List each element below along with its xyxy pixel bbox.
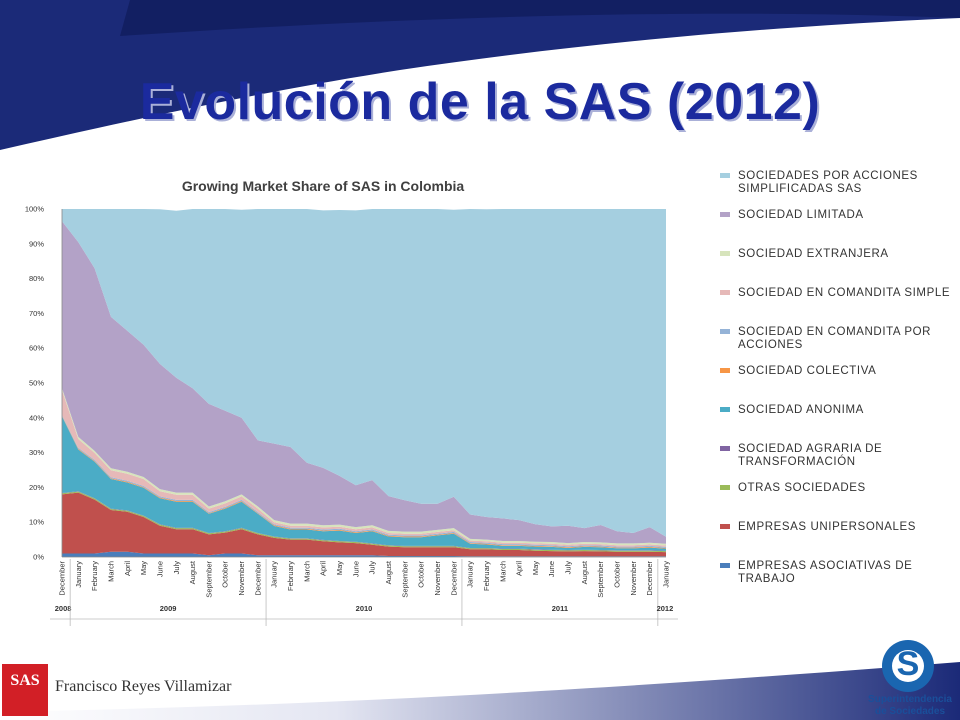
legend-swatch xyxy=(720,212,730,217)
x-tick-label: December xyxy=(645,561,654,596)
chart-area: Growing Market Share of SAS in Colombia 0… xyxy=(8,168,680,626)
logo-line-1: Superintendencia xyxy=(868,694,952,705)
area-series-9 xyxy=(62,221,666,544)
x-tick-label: October xyxy=(417,561,426,588)
x-tick-label: December xyxy=(58,561,67,596)
y-tick-label: 30% xyxy=(29,448,44,457)
legend-swatch xyxy=(720,368,730,373)
y-tick-label: 0% xyxy=(33,553,44,562)
x-tick-label: March xyxy=(498,561,507,582)
x-tick-label: December xyxy=(253,561,262,596)
y-tick-label: 70% xyxy=(29,309,44,318)
legend-swatch xyxy=(720,329,730,334)
x-tick-label: December xyxy=(449,561,458,596)
y-tick-label: 40% xyxy=(29,413,44,422)
legend-label: OTRAS SOCIEDADES xyxy=(738,482,866,494)
x-tick-label: February xyxy=(482,561,491,591)
legend-label: SOCIEDADES POR ACCIONES SIMPLIFICADAS SA… xyxy=(738,170,918,195)
x-tick-label: June xyxy=(351,561,360,577)
legend-swatch xyxy=(720,290,730,295)
chart-title: Growing Market Share of SAS in Colombia xyxy=(182,178,465,194)
legend-swatch xyxy=(720,173,730,178)
x-tick-label: February xyxy=(90,561,99,591)
year-label: 2008 xyxy=(55,604,72,613)
x-tick-label: January xyxy=(270,561,279,588)
x-tick-label: August xyxy=(384,560,393,584)
legend-swatch xyxy=(720,251,730,256)
area-series-0 xyxy=(62,551,666,557)
logo-line-2: de Sociedades xyxy=(874,706,946,717)
x-tick-label: October xyxy=(221,561,230,588)
x-tick-label: March xyxy=(302,561,311,582)
y-tick-label: 80% xyxy=(29,274,44,283)
x-tick-label: January xyxy=(662,561,671,588)
legend-swatch xyxy=(720,485,730,490)
x-tick-label: April xyxy=(515,561,524,576)
slide-title: Evolución de la SAS (2012) xyxy=(139,73,821,131)
y-tick-label: 50% xyxy=(29,379,44,388)
x-tick-label: March xyxy=(107,561,116,582)
x-tick-label: November xyxy=(629,561,638,596)
x-tick-label: November xyxy=(433,561,442,596)
year-label: 2009 xyxy=(160,604,177,613)
y-tick-label: 20% xyxy=(29,483,44,492)
x-tick-label: September xyxy=(596,560,605,597)
legend-label: SOCIEDAD EN COMANDITA POR ACCIONES xyxy=(738,326,932,351)
x-tick-label: July xyxy=(172,561,181,575)
legend-label: EMPRESAS UNIPERSONALES xyxy=(738,521,917,533)
x-tick-label: August xyxy=(188,560,197,584)
market-share-chart: Growing Market Share of SAS in Colombia 0… xyxy=(25,178,678,626)
y-tick-label: 100% xyxy=(25,205,45,214)
x-tick-label: January xyxy=(466,561,475,588)
superintendencia-logo: S Superintendencia de Sociedades xyxy=(860,632,960,720)
y-tick-label: 10% xyxy=(29,518,44,527)
y-tick-label: 90% xyxy=(29,239,44,248)
x-tick-label: January xyxy=(74,561,83,588)
legend-swatch xyxy=(720,524,730,529)
area-series-7 xyxy=(62,390,666,547)
logo-s-icon: S xyxy=(896,645,920,683)
y-tick-label: 60% xyxy=(29,344,44,353)
x-tick-label: November xyxy=(237,561,246,596)
x-tick-label: May xyxy=(531,561,540,575)
area-series-1 xyxy=(62,492,666,557)
x-tick-label: June xyxy=(547,561,556,577)
legend-label: EMPRESAS ASOCIATIVAS DE TRABAJO xyxy=(738,560,913,585)
x-tick-label: October xyxy=(613,561,622,588)
x-tick-label: April xyxy=(123,561,132,576)
x-tick-label: February xyxy=(286,561,295,591)
legend-label: SOCIEDAD COLECTIVA xyxy=(738,365,877,377)
x-tick-label: September xyxy=(400,560,409,597)
sas-logo: SAS xyxy=(2,664,48,716)
legend-label: SOCIEDAD AGRARIA DE TRANSFORMACIÓN xyxy=(738,443,883,468)
year-label: 2011 xyxy=(552,604,568,613)
legend-swatch xyxy=(720,563,730,568)
legend-label: SOCIEDAD EXTRANJERA xyxy=(738,248,889,260)
x-tick-label: July xyxy=(564,561,573,575)
legend-swatch xyxy=(720,446,730,451)
x-tick-label: June xyxy=(155,561,164,577)
area-series-4 xyxy=(62,416,666,551)
x-tick-label: May xyxy=(139,561,148,575)
year-label: 2012 xyxy=(657,604,674,613)
x-tick-label: July xyxy=(368,561,377,575)
legend-label: SOCIEDAD LIMITADA xyxy=(738,209,864,221)
area-series-10 xyxy=(62,209,666,537)
header-band xyxy=(0,0,960,150)
year-label: 2010 xyxy=(356,604,373,613)
legend-label: SOCIEDAD EN COMANDITA SIMPLE xyxy=(738,287,951,299)
x-tick-label: May xyxy=(335,561,344,575)
sas-logo-text: SAS xyxy=(10,672,40,689)
area-series-8 xyxy=(62,388,666,546)
x-tick-label: August xyxy=(580,560,589,584)
footer-band xyxy=(0,662,960,720)
x-tick-label: April xyxy=(319,561,328,576)
legend-label: SOCIEDAD ANONIMA xyxy=(738,404,864,416)
author-name: Francisco Reyes Villamizar xyxy=(55,678,232,695)
legend-swatch xyxy=(720,407,730,412)
x-tick-label: September xyxy=(204,560,213,597)
